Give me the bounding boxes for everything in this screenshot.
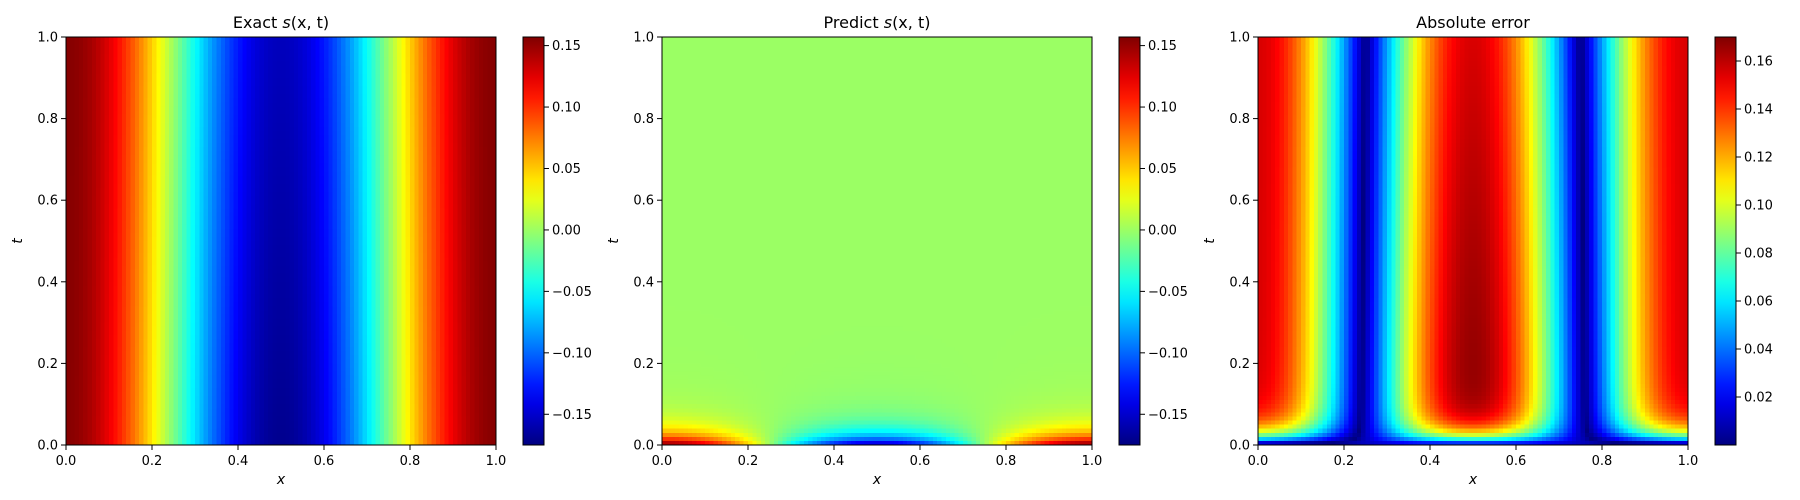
colorbar-tick-label: 0.06 (1744, 295, 1773, 310)
x-axis-label: x (276, 472, 286, 488)
colorbar-tick-label: 0.00 (552, 223, 581, 238)
x-tick-label: 0.2 (738, 454, 759, 469)
y-axis-label: t (606, 238, 622, 244)
heatmap-image (662, 37, 1092, 445)
y-tick-label: 0.6 (37, 194, 58, 209)
x-axis-label: x (1468, 472, 1478, 488)
colorbar-tick-label: 0.10 (1744, 199, 1773, 214)
heatmap-image (66, 37, 496, 445)
subplot-1: 0.0 0.2 0.4 0.6 0.8 1.0 0.0 0.2 0.4 0.6 0.8 1.0 x t Ex… (10, 13, 592, 488)
x-tick-label: 0.2 (1334, 454, 1355, 469)
x-tick-label: 0.0 (56, 454, 77, 469)
y-tick-label: 0.0 (633, 439, 654, 454)
y-tick-label: 0.8 (1229, 112, 1250, 127)
x-tick-label: 1.0 (1082, 454, 1103, 469)
colorbar-tick-label: 0.10 (1148, 101, 1177, 116)
x-tick-label: 1.0 (486, 454, 507, 469)
colorbar-tick-label: −0.10 (1148, 346, 1188, 361)
y-tick-label: 1.0 (37, 31, 58, 46)
colorbar-tick-label: 0.14 (1744, 103, 1773, 118)
colorbar: 0.16 0.14 0.12 0.10 0.08 0.06 0.04 0.02 (1714, 36, 1773, 446)
colorbar-tick-label: 0.00 (1148, 223, 1177, 238)
subplot-3: 0.0 0.2 0.4 0.6 0.8 1.0 0.0 0.2 0.4 0.6 0.8 1.0 x t Ab… (1202, 13, 1773, 488)
colorbar-tick-label: 0.15 (1148, 39, 1177, 54)
colorbar-gradient (1118, 36, 1141, 446)
x-tick-label: 0.8 (400, 454, 421, 469)
y-tick-label: 0.8 (37, 112, 58, 127)
y-tick-label: 1.0 (633, 31, 654, 46)
y-tick-label: 0.2 (1229, 357, 1250, 372)
colorbar-tick-label: 0.15 (552, 39, 581, 54)
x-tick-label: 0.6 (1506, 454, 1527, 469)
y-tick-label: 0.0 (37, 439, 58, 454)
axes-frame (1257, 36, 1689, 446)
colorbar: 0.15 0.10 0.05 0.00 −0.05 −0.10 −0.15 (1118, 36, 1188, 446)
axes-frame (65, 36, 497, 446)
heatmap-image (1258, 37, 1688, 445)
colorbar-tick-label: 0.10 (552, 101, 581, 116)
colorbar-tick-label: 0.16 (1744, 55, 1773, 70)
x-tick-label: 0.2 (142, 454, 163, 469)
y-axis-label: t (10, 238, 26, 244)
axes-frame (661, 36, 1093, 446)
colorbar-tick-label: −0.05 (552, 285, 592, 300)
x-tick-label: 0.8 (1592, 454, 1613, 469)
x-tick-label: 0.4 (228, 454, 249, 469)
y-tick-label: 0.4 (37, 275, 58, 290)
y-tick-label: 0.0 (1229, 439, 1250, 454)
x-tick-label: 0.4 (824, 454, 845, 469)
colorbar-gradient (522, 36, 545, 446)
x-tick-label: 0.8 (996, 454, 1017, 469)
chart-title: Exact s(x, t) (233, 13, 329, 32)
x-tick-label: 1.0 (1678, 454, 1699, 469)
x-tick-label: 0.0 (1248, 454, 1269, 469)
y-tick-label: 0.2 (633, 357, 654, 372)
y-tick-label: 0.6 (1229, 194, 1250, 209)
y-tick-label: 0.6 (633, 194, 654, 209)
x-tick-label: 0.4 (1420, 454, 1441, 469)
colorbar-tick-label: 0.02 (1744, 391, 1773, 406)
y-tick-label: 0.4 (633, 275, 654, 290)
colorbar-tick-label: −0.05 (1148, 285, 1188, 300)
colorbar-tick-label: −0.15 (1148, 408, 1188, 423)
colorbar-tick-label: 0.05 (1148, 162, 1177, 177)
chart-title: Predict s(x, t) (824, 13, 931, 32)
colorbar-tick-label: 0.05 (552, 162, 581, 177)
y-tick-label: 0.8 (633, 112, 654, 127)
y-tick-label: 0.4 (1229, 275, 1250, 290)
colorbar-tick-label: −0.10 (552, 346, 592, 361)
x-axis-label: x (872, 472, 882, 488)
chart-title: Absolute error (1416, 13, 1530, 32)
colorbar-tick-label: 0.12 (1744, 151, 1773, 166)
x-tick-label: 0.6 (314, 454, 335, 469)
colorbar: 0.15 0.10 0.05 0.00 −0.05 −0.10 −0.15 (522, 36, 592, 446)
subplot-2: 0.0 0.2 0.4 0.6 0.8 1.0 0.0 0.2 0.4 0.6 0.8 1.0 x t Pr… (606, 13, 1188, 488)
colorbar-tick-label: 0.08 (1744, 247, 1773, 262)
colorbar-gradient (1714, 36, 1737, 446)
y-tick-label: 0.2 (37, 357, 58, 372)
colorbar-tick-label: −0.15 (552, 408, 592, 423)
colorbar-tick-label: 0.04 (1744, 343, 1773, 358)
x-tick-label: 0.0 (652, 454, 673, 469)
y-axis-label: t (1202, 238, 1218, 244)
x-tick-label: 0.6 (910, 454, 931, 469)
y-tick-label: 1.0 (1229, 31, 1250, 46)
